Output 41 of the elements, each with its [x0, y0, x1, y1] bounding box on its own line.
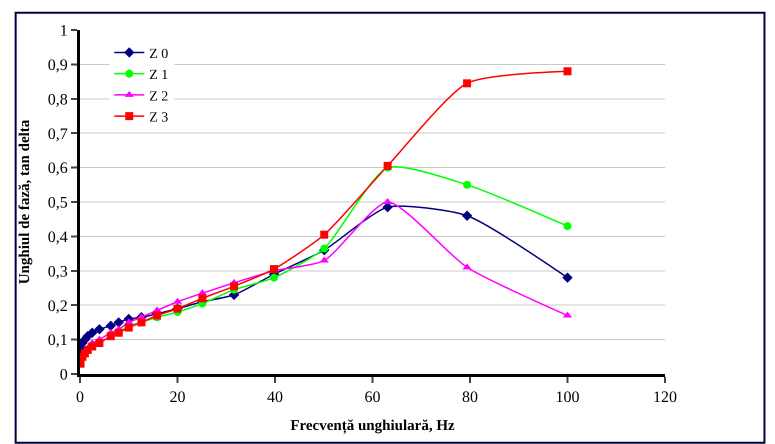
y-tick-label: 0,6 [48, 160, 68, 178]
point [114, 317, 124, 328]
point [270, 274, 278, 282]
y-tick-label: 0,3 [48, 263, 68, 280]
legend-label: Z 2 [149, 89, 168, 104]
point [562, 272, 573, 283]
point [463, 79, 472, 88]
x-tick-label: 100 [556, 389, 580, 406]
x-tick-label: 80 [462, 389, 478, 406]
y-tick-label: 0,5 [48, 194, 68, 212]
y-tick-label: 0,2 [48, 298, 68, 315]
legend-label: Z 3 [149, 110, 168, 126]
point [88, 342, 96, 350]
legend-label: Z 0 [149, 46, 168, 62]
legend-label: Z 1 [149, 68, 168, 84]
point [462, 210, 472, 221]
point [320, 230, 328, 239]
x-tick-label: 0 [76, 389, 84, 406]
point [95, 339, 104, 348]
y-tick-label: 0,7 [48, 126, 68, 143]
point [564, 222, 572, 230]
point [106, 320, 116, 332]
x-tick-label: 60 [364, 389, 380, 406]
x-tick-label: 20 [170, 389, 186, 406]
y-tick-label: 0 [60, 366, 68, 384]
y-axis-title: Unghiul de fază, tan delta [17, 119, 34, 284]
point [94, 324, 105, 334]
x-tick-label: 40 [267, 389, 283, 406]
point [198, 294, 206, 302]
point [87, 328, 98, 338]
point [564, 67, 572, 76]
point [230, 282, 238, 290]
y-tick-label: 0,4 [48, 229, 68, 246]
x-axis-title: Frecvență unghiulară, Hz [290, 418, 455, 434]
y-tick-label: 0,9 [48, 57, 68, 74]
x-tick-label: 120 [653, 389, 677, 406]
point [320, 244, 328, 252]
y-tick-label: 0,1 [48, 332, 68, 350]
y-tick-label: 0,8 [48, 91, 68, 108]
point [463, 180, 472, 189]
y-tick-label: 1 [60, 22, 68, 40]
